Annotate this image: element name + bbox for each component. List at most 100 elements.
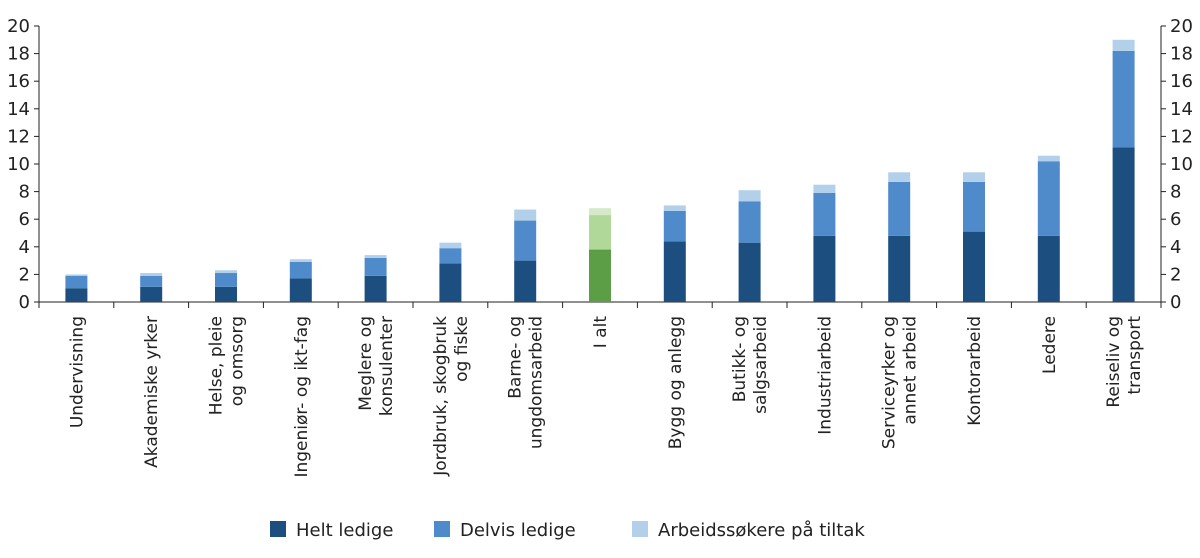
bar-segment-1 (215, 286, 237, 302)
category-label: Reiseliv og transport (1104, 316, 1145, 408)
y-tick-label-left: 8 (19, 182, 30, 203)
y-tick-label-left: 14 (7, 99, 30, 120)
bar-segment-3 (65, 274, 88, 276)
y-tick-label-right: 2 (1170, 264, 1181, 285)
bar-segment-1 (589, 249, 611, 302)
y-tick-label-right: 8 (1170, 182, 1181, 203)
bar-segment-3 (663, 205, 686, 211)
category-label-line: annet arbeid (901, 316, 921, 425)
category-label-line: og omsorg (228, 316, 248, 406)
bar-segment-2 (1112, 50, 1135, 148)
category-label-line: konsulenter (377, 316, 397, 416)
y-tick-label-left: 16 (7, 71, 30, 92)
y-tick-label-left: 0 (19, 292, 30, 313)
legend-label-1: Helt ledige (296, 520, 393, 541)
category-label: Butikk- og salgsarbeid (730, 316, 771, 414)
bar-segment-1 (963, 231, 985, 302)
category-label: Bygg og anlegg (666, 316, 686, 449)
bar-segment-2 (439, 248, 462, 264)
category-label-line: Ingeniør- og ikt-fag (292, 316, 312, 478)
bars (65, 39, 1135, 302)
category-label-line: Bygg og anlegg (666, 316, 686, 449)
bar-segment-3 (1112, 39, 1135, 51)
category-label-line: Helse, pleie (207, 316, 227, 415)
bar-segment-2 (1037, 161, 1060, 236)
y-tick-label-left: 18 (7, 44, 30, 65)
category-label: Kontorarbeid (965, 316, 985, 426)
bar-segment-2 (215, 273, 237, 287)
bar-segment-1 (439, 263, 462, 302)
bar-segment-2 (514, 220, 537, 261)
y-tick-label-right: 12 (1170, 126, 1193, 147)
category-label-line: I alt (591, 316, 611, 349)
legend: Helt ledige Delvis ledige Arbeidssøkere på… (270, 520, 865, 541)
y-tick-label-left: 2 (19, 264, 30, 285)
y-tick-label-right: 6 (1170, 209, 1181, 230)
bar-segment-3 (888, 172, 911, 182)
category-label: Akademiske yrker (142, 316, 162, 468)
category-label-line: Industriarbeid (815, 316, 835, 435)
bar-segment-1 (1037, 235, 1060, 302)
category-label-line: Akademiske yrker (142, 316, 162, 468)
bar-segment-3 (289, 259, 312, 262)
legend-swatch-1 (270, 521, 286, 537)
bar-segment-1 (289, 278, 312, 302)
category-label: Serviceyrker og annet arbeid (880, 316, 921, 449)
y-tick-label-right: 4 (1170, 237, 1181, 258)
category-label-line: Barne- og (506, 316, 526, 399)
bar-segment-2 (888, 181, 911, 236)
bar-segment-1 (663, 241, 686, 302)
bar-segment-3 (963, 172, 985, 182)
category-label-line: Kontorarbeid (965, 316, 985, 426)
bar-segment-2 (289, 261, 312, 279)
category-label: I alt (591, 316, 611, 349)
bar-segment-1 (65, 288, 88, 302)
category-label-line: Ledere (1040, 316, 1060, 374)
category-label-line: ungdomsarbeid (527, 316, 547, 449)
y-tick-label-left: 20 (7, 16, 30, 37)
bar-segment-1 (813, 235, 836, 302)
y-tick-label-right: 10 (1170, 154, 1193, 175)
category-label-line: Butikk- og (730, 316, 750, 402)
category-label-line: Reiseliv og (1104, 316, 1124, 408)
category-label-line: og fiske (452, 316, 472, 382)
bar-segment-2 (813, 192, 836, 236)
category-label-line: Undervisning (67, 316, 87, 428)
category-label-line: Serviceyrker og (880, 316, 900, 449)
category-label: Ledere (1040, 316, 1060, 374)
bar-segment-1 (514, 260, 537, 302)
category-labels: Undervisning Akademiske yrker Helse, pleie… (67, 316, 1145, 478)
bar-segment-2 (589, 215, 611, 250)
y-tick-label-right: 18 (1170, 44, 1193, 65)
legend-label-2: Delvis ledige (460, 520, 576, 541)
category-label: Barne- og ungdomsarbeid (506, 316, 547, 449)
category-label: Jordbruk, skogbruk og fiske (431, 316, 472, 477)
y-tick-label-left: 6 (19, 209, 30, 230)
y-tick-label-left: 12 (7, 126, 30, 147)
bar-segment-3 (589, 208, 611, 216)
bar-segment-3 (514, 209, 537, 221)
category-label-line: transport (1125, 316, 1145, 395)
bar-segment-2 (140, 275, 163, 287)
bar-segment-2 (963, 181, 985, 232)
y-tick-label-left: 10 (7, 154, 30, 175)
bar-segment-3 (813, 184, 836, 193)
bar-segment-2 (663, 210, 686, 242)
category-label: Undervisning (67, 316, 87, 428)
y-tick-label-left: 4 (19, 237, 30, 258)
bar-segment-3 (215, 270, 237, 274)
bar-segment-1 (738, 242, 761, 302)
bar-segment-1 (888, 235, 911, 302)
category-label: Meglere og konsulenter (356, 316, 397, 416)
bar-segment-2 (738, 201, 761, 243)
bar-segment-2 (364, 257, 387, 276)
legend-swatch-3 (632, 521, 648, 537)
bar-segment-3 (439, 242, 462, 249)
y-tick-label-right: 20 (1170, 16, 1193, 37)
bar-segment-3 (1037, 155, 1060, 162)
bar-segment-3 (738, 190, 761, 202)
y-tick-label-right: 14 (1170, 99, 1193, 120)
category-label: Industriarbeid (815, 316, 835, 435)
bar-segment-2 (65, 275, 88, 289)
